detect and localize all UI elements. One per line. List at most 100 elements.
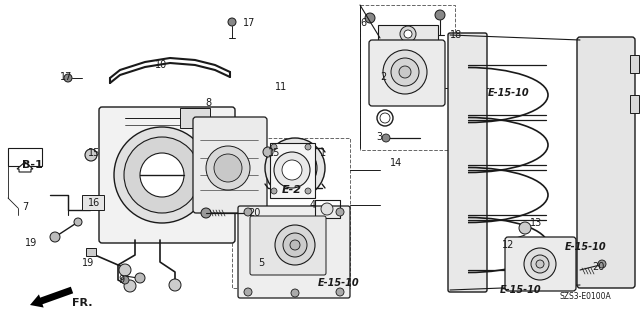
- Circle shape: [391, 58, 419, 86]
- Circle shape: [121, 276, 129, 284]
- Circle shape: [404, 30, 412, 38]
- Circle shape: [321, 203, 333, 215]
- FancyBboxPatch shape: [369, 40, 445, 106]
- Circle shape: [531, 255, 549, 273]
- Circle shape: [64, 74, 72, 82]
- Bar: [86, 248, 96, 256]
- Circle shape: [382, 134, 390, 142]
- Text: 9: 9: [118, 275, 124, 285]
- Circle shape: [274, 152, 310, 188]
- Text: 4: 4: [310, 200, 316, 210]
- Circle shape: [283, 233, 307, 257]
- Text: 12: 12: [502, 240, 515, 250]
- Circle shape: [74, 218, 82, 226]
- Text: 2: 2: [380, 72, 387, 82]
- Circle shape: [435, 10, 445, 20]
- Circle shape: [271, 144, 277, 150]
- Text: E-15-10: E-15-10: [318, 278, 360, 288]
- Text: 8: 8: [205, 98, 211, 108]
- Text: 7: 7: [22, 202, 28, 212]
- Circle shape: [399, 66, 411, 78]
- Bar: [8, 148, 42, 166]
- Circle shape: [124, 137, 200, 213]
- Circle shape: [140, 153, 184, 197]
- Circle shape: [124, 280, 136, 292]
- Circle shape: [282, 160, 302, 180]
- FancyBboxPatch shape: [238, 206, 350, 298]
- Text: E-15-10: E-15-10: [500, 285, 541, 295]
- Circle shape: [305, 188, 311, 194]
- Text: 17: 17: [60, 72, 72, 82]
- Bar: [630, 95, 639, 113]
- Bar: [378, 25, 438, 43]
- Text: 5: 5: [258, 258, 264, 268]
- Text: SZS3-E0100A: SZS3-E0100A: [560, 292, 612, 301]
- Text: 1: 1: [320, 148, 326, 158]
- Circle shape: [336, 208, 344, 216]
- Circle shape: [114, 127, 210, 223]
- Circle shape: [275, 225, 315, 265]
- FancyBboxPatch shape: [505, 237, 576, 291]
- Text: 20: 20: [592, 262, 604, 272]
- Circle shape: [400, 26, 416, 42]
- Bar: [82, 195, 104, 210]
- Bar: [180, 108, 210, 128]
- Text: 18: 18: [450, 30, 462, 40]
- Text: 11: 11: [275, 82, 287, 92]
- Text: 15: 15: [268, 148, 280, 158]
- Circle shape: [285, 158, 305, 178]
- Circle shape: [50, 232, 60, 242]
- Circle shape: [336, 288, 344, 296]
- Bar: [360, 5, 455, 150]
- FancyArrow shape: [17, 162, 33, 172]
- Text: 20: 20: [248, 208, 260, 218]
- Circle shape: [228, 18, 236, 26]
- Circle shape: [365, 13, 375, 23]
- Circle shape: [291, 289, 299, 297]
- Circle shape: [305, 144, 311, 150]
- FancyBboxPatch shape: [99, 107, 235, 243]
- Circle shape: [524, 248, 556, 280]
- Circle shape: [119, 264, 131, 276]
- Text: 13: 13: [530, 218, 542, 228]
- Bar: [270, 143, 315, 198]
- Circle shape: [206, 146, 250, 190]
- Circle shape: [265, 138, 325, 198]
- Circle shape: [214, 154, 242, 182]
- Text: 15: 15: [88, 148, 100, 158]
- Text: E-15-10: E-15-10: [488, 88, 530, 98]
- Circle shape: [273, 146, 317, 190]
- Circle shape: [271, 188, 277, 194]
- Bar: [232, 138, 350, 288]
- FancyBboxPatch shape: [193, 117, 267, 213]
- Text: 6: 6: [360, 18, 366, 28]
- Circle shape: [169, 279, 181, 291]
- FancyBboxPatch shape: [577, 37, 635, 288]
- Circle shape: [536, 260, 544, 268]
- Circle shape: [598, 260, 606, 268]
- Circle shape: [263, 147, 273, 157]
- Circle shape: [383, 50, 427, 94]
- Circle shape: [519, 222, 531, 234]
- Text: FR.: FR.: [72, 298, 93, 308]
- FancyArrow shape: [30, 287, 73, 308]
- Text: 3: 3: [376, 132, 382, 142]
- Text: 10: 10: [155, 60, 167, 70]
- Bar: [630, 55, 639, 73]
- Text: 19: 19: [25, 238, 37, 248]
- FancyBboxPatch shape: [250, 216, 326, 275]
- Circle shape: [290, 240, 300, 250]
- Text: E-15-10: E-15-10: [565, 242, 607, 252]
- Text: B-1: B-1: [22, 160, 43, 170]
- Circle shape: [135, 273, 145, 283]
- Text: 17: 17: [243, 18, 255, 28]
- Text: E-2: E-2: [282, 185, 302, 195]
- Text: 19: 19: [82, 258, 94, 268]
- FancyBboxPatch shape: [448, 33, 487, 292]
- Circle shape: [85, 149, 97, 161]
- Text: 16: 16: [88, 198, 100, 208]
- Circle shape: [201, 208, 211, 218]
- Circle shape: [244, 208, 252, 216]
- Text: 14: 14: [390, 158, 403, 168]
- Circle shape: [244, 288, 252, 296]
